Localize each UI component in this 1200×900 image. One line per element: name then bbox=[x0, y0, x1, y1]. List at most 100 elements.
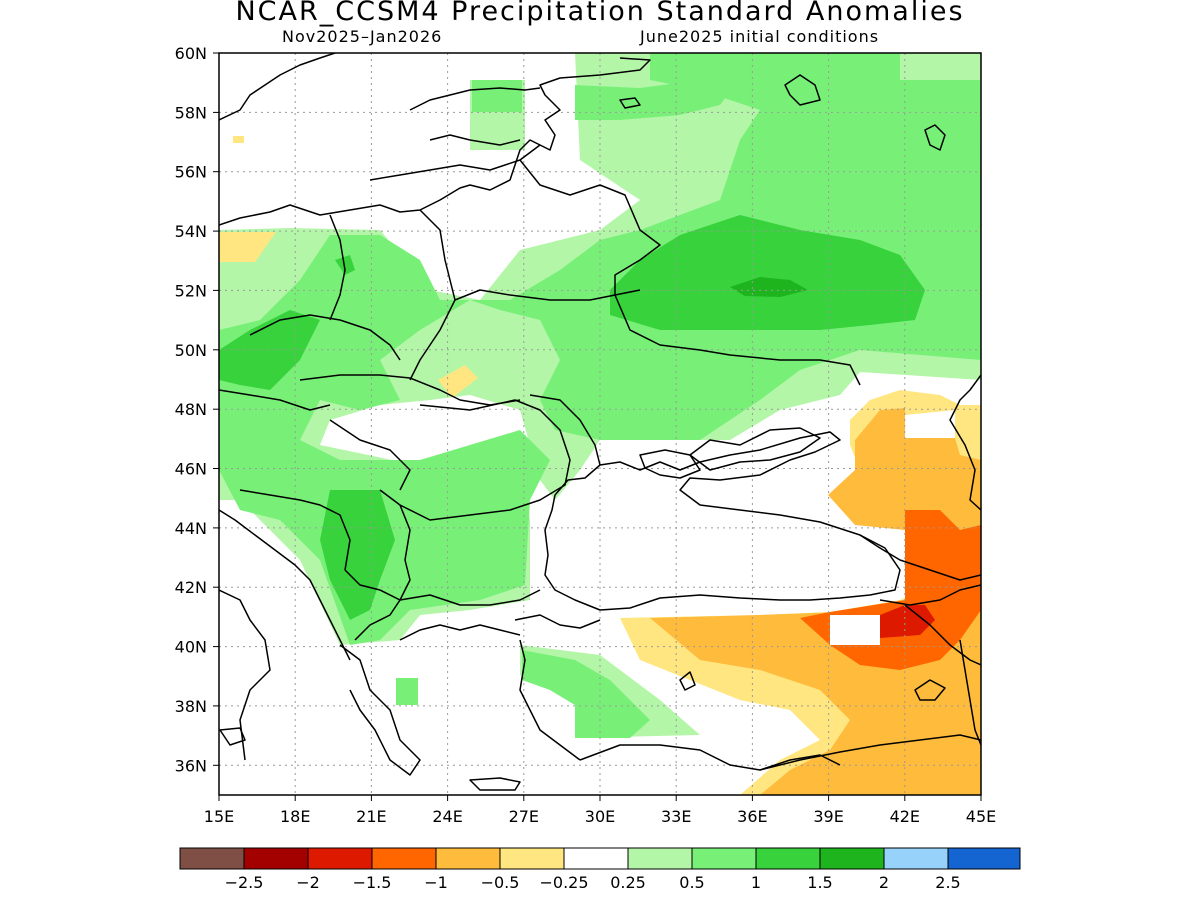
black-sea-coast bbox=[544, 431, 901, 611]
marmara-coast bbox=[514, 614, 601, 629]
lon-label: 15E bbox=[204, 807, 234, 826]
lat-label: 56N bbox=[175, 163, 207, 182]
longitude-labels: 15E 18E 21E 24E 27E 30E 33E 36E 39E 42E … bbox=[204, 807, 996, 826]
colorbar-swatch bbox=[628, 848, 692, 869]
colorbar-label: 0.5 bbox=[679, 873, 704, 892]
border-balkans-south bbox=[344, 569, 401, 641]
colorbar-labels: −2.5 −2 −1.5 −1 −0.5 −0.25 0.25 0.5 1 1.… bbox=[225, 873, 961, 892]
turkey-west-coast bbox=[519, 639, 581, 761]
border-turkey-georgia bbox=[879, 584, 981, 606]
lat-label: 38N bbox=[175, 697, 207, 716]
colorbar-swatches bbox=[180, 848, 1020, 869]
lat-label: 52N bbox=[175, 281, 207, 300]
adriatic-coast bbox=[219, 509, 351, 661]
turkey-south-coast bbox=[579, 744, 841, 771]
colorbar-swatch bbox=[564, 848, 628, 869]
lat-label: 58N bbox=[175, 103, 207, 122]
border-iraq bbox=[959, 639, 981, 746]
anomaly-0.5-baltic bbox=[472, 80, 522, 112]
colorbar-label: 1.5 bbox=[807, 873, 832, 892]
lon-label: 27E bbox=[509, 807, 539, 826]
greece-coast bbox=[339, 644, 421, 776]
white-gap-russia bbox=[905, 410, 955, 438]
lon-label: 21E bbox=[356, 807, 386, 826]
border-hungary-serbia bbox=[329, 419, 411, 491]
caspian-coast bbox=[949, 374, 981, 511]
lon-label: 24E bbox=[432, 807, 462, 826]
sicily bbox=[219, 727, 246, 746]
border-belarus-russia bbox=[519, 159, 661, 295]
border-turkey-syria bbox=[759, 734, 981, 771]
colorbar-swatch bbox=[692, 848, 756, 869]
lon-label: 39E bbox=[813, 807, 843, 826]
lake-van bbox=[914, 679, 946, 701]
colorbar-swatch bbox=[308, 848, 372, 869]
anomaly-1-russia bbox=[610, 215, 925, 330]
anomaly-1-poland bbox=[335, 255, 355, 275]
lat-label: 36N bbox=[175, 756, 207, 775]
finland-coast bbox=[409, 87, 541, 111]
colorbar-label: −1.5 bbox=[353, 873, 392, 892]
lat-label: 60N bbox=[175, 44, 207, 63]
initial-conditions: June2025 initial conditions bbox=[640, 27, 880, 46]
coastlines-borders bbox=[219, 53, 981, 791]
border-russia-ukraine bbox=[614, 294, 861, 386]
colorbar-swatch bbox=[372, 848, 436, 869]
anomaly-0.5-anatolia bbox=[522, 650, 650, 738]
border-armenia bbox=[904, 604, 981, 666]
lat-label: 46N bbox=[175, 460, 207, 479]
anomaly-neg1.5-east bbox=[880, 605, 935, 638]
lon-label: 42E bbox=[890, 807, 920, 826]
anomaly-neg0.25-nw bbox=[233, 136, 244, 143]
colorbar-label: −2.5 bbox=[225, 873, 264, 892]
lake-rybinsk bbox=[784, 74, 821, 106]
anomaly-0.5-nw-russia bbox=[575, 78, 740, 120]
aegean-coast bbox=[399, 624, 521, 641]
colorbar: −2.5 −2 −1.5 −1 −0.5 −0.25 0.25 0.5 1 1.… bbox=[179, 847, 1021, 892]
forecast-period: Nov2025–Jan2026 bbox=[282, 27, 443, 46]
gulf-of-bothnia-coast bbox=[219, 53, 336, 121]
border-romania bbox=[379, 399, 571, 521]
colorbar-swatch bbox=[244, 848, 308, 869]
border-bulgaria-south bbox=[399, 589, 541, 606]
colorbar-label: −2 bbox=[296, 873, 320, 892]
border-germany-poland bbox=[329, 214, 346, 321]
colorbar-label: −1 bbox=[424, 873, 448, 892]
lon-label: 33E bbox=[661, 807, 691, 826]
crete bbox=[469, 777, 521, 791]
border-slovakia-hungary bbox=[299, 374, 521, 406]
anomaly-1.5-russia bbox=[730, 277, 808, 297]
lat-label: 44N bbox=[175, 519, 207, 538]
axis-ticks bbox=[213, 52, 982, 801]
anomaly-0.5-greece bbox=[396, 678, 418, 705]
colorbar-label: 2.5 bbox=[935, 873, 960, 892]
latitude-labels: 60N 58N 56N 54N 52N 50N 48N 46N 44N 42N … bbox=[175, 44, 207, 775]
colorbar-label: −0.5 bbox=[481, 873, 520, 892]
border-baltic-states bbox=[369, 144, 541, 181]
white-gap-caucasus bbox=[830, 615, 880, 645]
border-russia-caucasus bbox=[859, 534, 981, 581]
colorbar-label: −0.25 bbox=[539, 873, 588, 892]
lake-tuz bbox=[679, 671, 696, 691]
lon-label: 30E bbox=[585, 807, 615, 826]
kuybyshev-reservoir bbox=[924, 124, 946, 151]
colorbar-label: 1 bbox=[751, 873, 761, 892]
colorbar-swatch bbox=[820, 848, 884, 869]
colorbar-swatch bbox=[500, 848, 564, 869]
colorbar-swatch bbox=[756, 848, 820, 869]
crimea bbox=[639, 449, 701, 479]
lat-label: 54N bbox=[175, 222, 207, 241]
lon-label: 36E bbox=[737, 807, 767, 826]
map-title: NCAR_CCSM4 Precipitation Standard Anomal… bbox=[235, 0, 965, 27]
lon-label: 18E bbox=[280, 807, 310, 826]
lat-label: 42N bbox=[175, 578, 207, 597]
border-moldova bbox=[529, 394, 601, 466]
gulf-of-finland-coast bbox=[429, 134, 521, 146]
lon-label: 45E bbox=[966, 807, 996, 826]
lake-ladoga bbox=[619, 97, 641, 109]
baltic-coast bbox=[219, 57, 651, 226]
border-austria bbox=[219, 389, 331, 411]
colorbar-swatch bbox=[180, 848, 244, 869]
border-serbia-bulgaria bbox=[399, 504, 411, 601]
